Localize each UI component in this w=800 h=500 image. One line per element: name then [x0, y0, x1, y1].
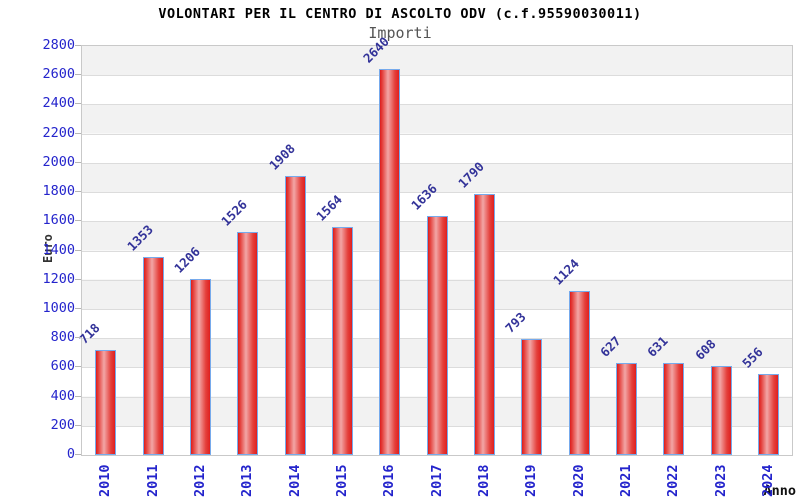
- gridline: [82, 192, 792, 194]
- x-tick-label: 2015: [333, 464, 350, 497]
- bar-value-label: 1206: [170, 243, 203, 276]
- bar-value-label: 1353: [123, 222, 156, 255]
- bar-value-label: 718: [76, 320, 103, 347]
- y-tick-label: 400: [50, 387, 75, 404]
- y-tick-mark: [75, 395, 81, 397]
- x-tick-label: 2012: [191, 464, 208, 497]
- gridline: [82, 133, 792, 135]
- bar-2022: [663, 362, 685, 455]
- bar-2011: [142, 257, 164, 455]
- x-tick-label: 2013: [239, 464, 256, 497]
- x-tick-label: 2016: [381, 464, 398, 497]
- y-tick-label: 1800: [42, 183, 75, 200]
- bar-value-label: 1564: [312, 191, 345, 224]
- y-tick-mark: [75, 191, 81, 193]
- x-tick-label: 2017: [428, 464, 445, 497]
- y-tick-mark: [75, 366, 81, 368]
- y-tick-label: 1200: [42, 270, 75, 287]
- bar-2013: [237, 232, 259, 455]
- y-tick-label: 2200: [42, 124, 75, 141]
- bar-value-label: 1908: [265, 141, 298, 174]
- bar-2023: [710, 366, 732, 455]
- y-tick-label: 1400: [42, 241, 75, 258]
- bar-value-label: 556: [738, 343, 766, 371]
- bar-2024: [757, 373, 779, 455]
- x-tick-label: 2020: [570, 464, 587, 497]
- y-tick-label: 2800: [42, 37, 75, 53]
- gridline: [82, 75, 792, 77]
- x-tick-label: 2010: [97, 464, 114, 497]
- bar-2010: [95, 350, 117, 455]
- bar-value-label: 793: [502, 309, 529, 336]
- y-tick-mark: [75, 74, 81, 76]
- y-tick-label: 1600: [42, 212, 75, 229]
- y-tick-mark: [75, 132, 81, 134]
- x-tick-label: 2021: [617, 464, 634, 497]
- y-tick-mark: [75, 161, 81, 163]
- x-tick-label: 2024: [759, 464, 776, 497]
- y-tick-mark: [75, 220, 81, 222]
- y-tick-label: 2000: [42, 153, 75, 170]
- y-tick-mark: [75, 103, 81, 105]
- bar-value-label: 608: [691, 336, 719, 363]
- bar-2020: [568, 290, 590, 455]
- bar-2018: [473, 193, 495, 455]
- y-tick-label: 1000: [42, 299, 75, 316]
- y-tick-label: 200: [50, 416, 75, 433]
- gridline: [82, 104, 792, 106]
- y-tick-mark: [75, 307, 81, 309]
- bar-value-label: 1526: [218, 196, 251, 229]
- y-tick-mark: [75, 424, 81, 426]
- x-tick-label: 2023: [712, 464, 729, 497]
- chart-title: VOLONTARI PER IL CENTRO DI ASCOLTO ODV (…: [158, 6, 642, 22]
- x-tick-label: 2019: [523, 464, 540, 497]
- x-tick-label: 2014: [286, 464, 303, 497]
- bar-value-label: 1636: [407, 180, 440, 213]
- y-tick-label: 600: [50, 358, 75, 375]
- plot-area: 718 1353 1206 1526 1908 1564 2640 1636 1790 793 11…: [76, 34, 793, 456]
- bar-2019: [521, 339, 543, 455]
- y-tick-mark: [75, 249, 81, 251]
- x-axis-title: Anno: [763, 483, 796, 499]
- y-tick-mark: [75, 454, 81, 455]
- y-tick-label: 800: [50, 329, 75, 346]
- y-tick-mark: [75, 337, 81, 339]
- bar-2016: [379, 69, 401, 455]
- bar-2015: [331, 226, 353, 455]
- y-tick-label: 0: [66, 446, 75, 462]
- bar-2017: [426, 216, 448, 455]
- y-tick-label: 2600: [42, 66, 75, 83]
- y-tick-mark: [75, 45, 81, 46]
- y-tick-mark: [75, 278, 81, 280]
- gridline: [82, 162, 792, 164]
- x-tick-label: 2011: [144, 464, 161, 497]
- bar-2012: [189, 278, 211, 455]
- chart-subtitle: Importi: [368, 24, 432, 42]
- y-tick-label: 2400: [42, 95, 75, 112]
- bar-2021: [615, 363, 637, 455]
- bar-value-label: 1124: [549, 255, 582, 288]
- x-tick-label: 2018: [475, 464, 492, 497]
- bar-2014: [284, 176, 306, 455]
- x-tick-label: 2022: [665, 464, 682, 497]
